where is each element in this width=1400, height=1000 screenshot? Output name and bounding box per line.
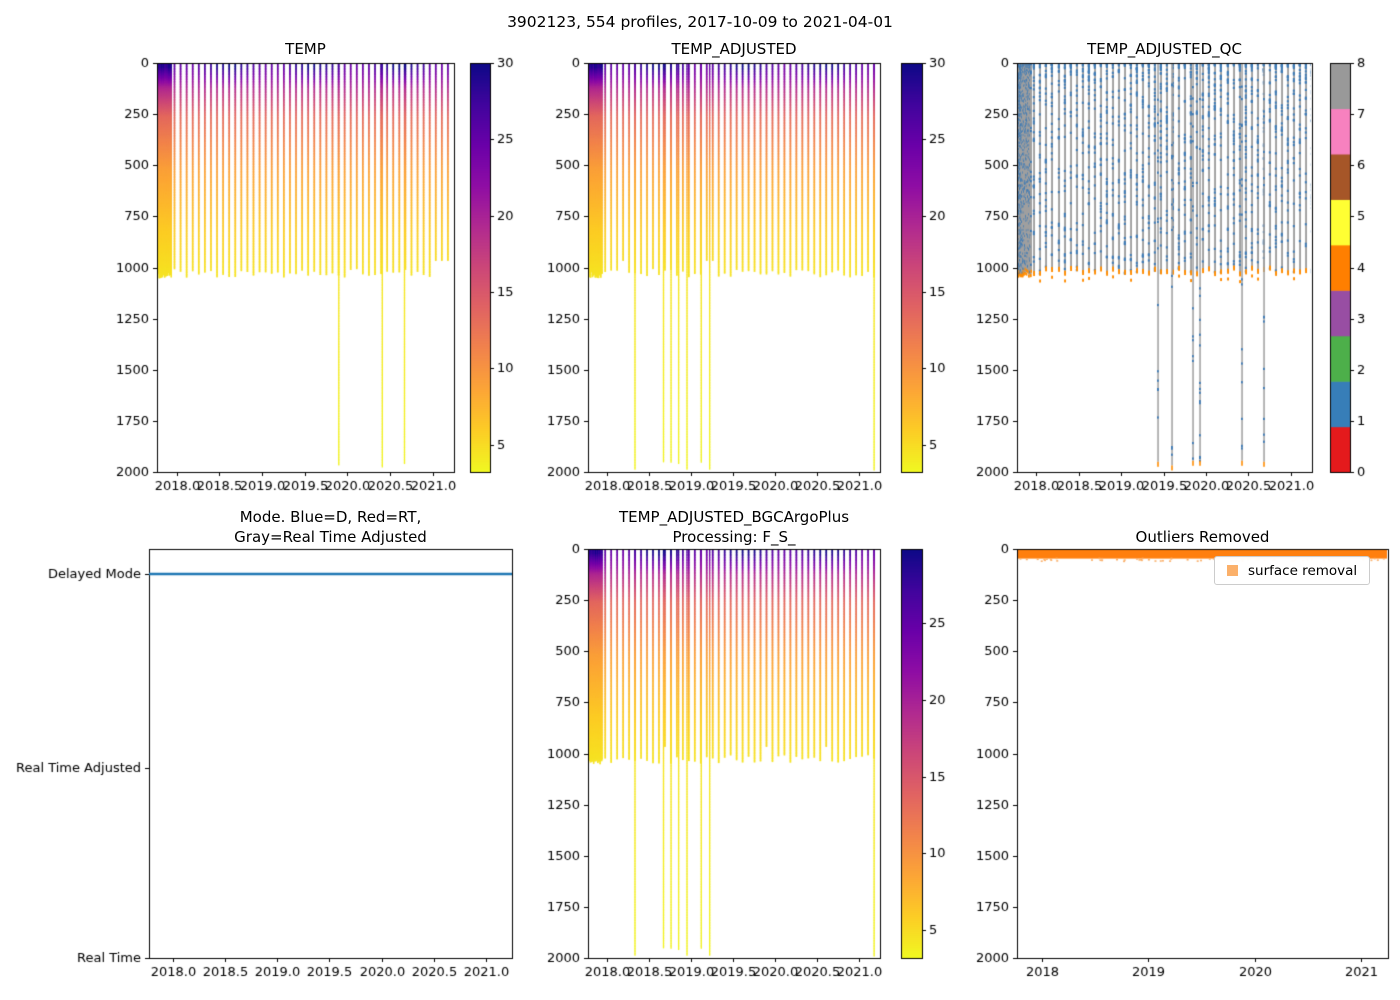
surface-removal-legend-label: surface removal [1248,562,1358,579]
subplot-title-mode: Mode. Blue=D, Red=RT, Gray=Real Time Adj… [234,508,427,546]
surface-removal-legend-marker-icon [1227,565,1238,576]
subplot-title-temp: TEMP [285,40,326,58]
subplot-title-bgc-processing: TEMP_ADJUSTED_BGCArgoPlus Processing: F_… [618,508,850,546]
figure-suptitle: 3902123, 554 profiles, 2017-10-09 to 202… [507,13,893,31]
subplot-title-temp-adjusted: TEMP_ADJUSTED [671,40,797,58]
subplot-title-temp-adjusted-qc: TEMP_ADJUSTED_QC [1087,40,1242,58]
subplot-title-outliers-removed: Outliers Removed [1135,528,1270,546]
outliers-legend: surface removal [1214,556,1371,585]
